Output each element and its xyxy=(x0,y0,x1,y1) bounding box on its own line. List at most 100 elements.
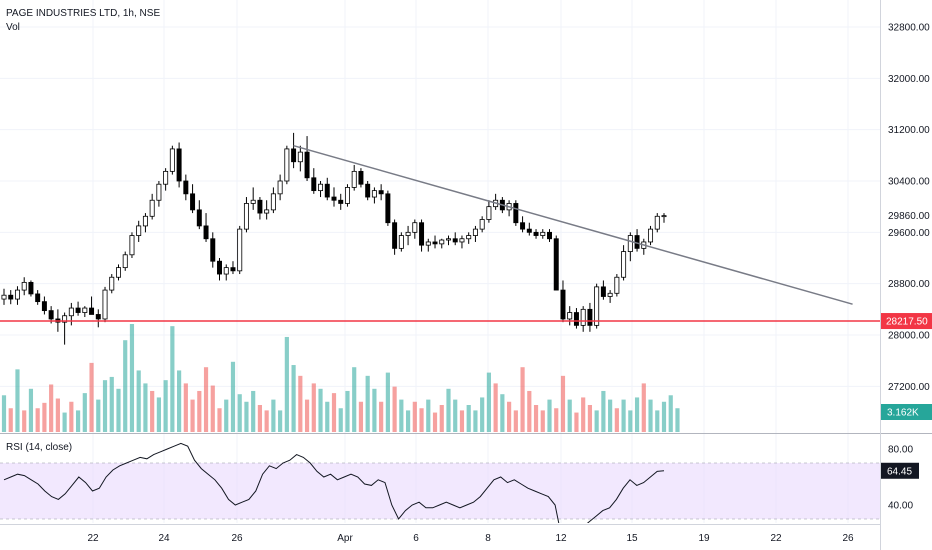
candle-body xyxy=(102,289,108,320)
volume-bar xyxy=(278,410,283,432)
candle-body xyxy=(156,183,162,201)
candle-body xyxy=(513,203,519,224)
time-tick-label: 8 xyxy=(485,533,491,544)
candle-body xyxy=(540,231,546,236)
volume-bar xyxy=(587,405,593,432)
volume-bar xyxy=(55,398,60,432)
volume-bar xyxy=(163,380,168,432)
axes: 32800.00 32000.00 31200.00 30400.00 29600.00… xyxy=(87,23,932,544)
candle-body xyxy=(89,307,95,315)
volume-bar xyxy=(284,336,289,432)
candle-body xyxy=(405,231,411,236)
price-tick-label: 28800.00 xyxy=(888,279,930,290)
candle-body xyxy=(190,193,196,211)
volume-bar xyxy=(675,408,680,432)
volume-bar xyxy=(533,405,539,432)
support-tag xyxy=(881,313,932,330)
candle-body xyxy=(129,235,135,256)
volume-bar xyxy=(426,399,431,432)
volume-bar xyxy=(156,397,161,432)
volume-tag xyxy=(881,404,932,420)
price-tick-label: 32800.00 xyxy=(888,23,930,34)
support-tag-label: 28217.50 xyxy=(886,317,928,328)
volume-bar xyxy=(379,401,384,432)
volume-bar xyxy=(560,375,566,432)
candle-body xyxy=(8,294,14,300)
candle-body xyxy=(412,222,418,233)
volume-bar xyxy=(358,401,364,432)
volume-bar xyxy=(614,408,619,432)
candle-body xyxy=(210,238,216,262)
candle-body xyxy=(621,251,627,278)
volume-bar xyxy=(621,399,626,432)
volume-bar xyxy=(372,388,377,432)
volume-bar xyxy=(210,385,215,432)
candle-body xyxy=(297,151,303,163)
candle-body xyxy=(607,292,613,297)
volume-bar xyxy=(244,401,249,432)
volume-bar xyxy=(439,405,444,432)
last-price-label: 29860.00 xyxy=(888,211,930,222)
volume-bar xyxy=(399,399,404,432)
candle-body xyxy=(553,238,559,291)
volume-bar xyxy=(49,384,54,432)
rsi-band xyxy=(0,463,880,519)
volume-bar xyxy=(412,401,417,432)
candle-body xyxy=(163,170,169,185)
candle-body xyxy=(75,307,81,313)
volume-bar xyxy=(554,408,559,432)
volume-bar xyxy=(251,390,256,432)
candle-body xyxy=(304,151,310,179)
volume-bar xyxy=(507,401,512,432)
volume-legend: Vol xyxy=(6,22,20,33)
volume-bar xyxy=(432,412,438,432)
volume-bar xyxy=(634,397,640,432)
candle-body xyxy=(270,193,276,211)
volume-bar xyxy=(331,393,337,432)
volume-bar xyxy=(177,370,182,432)
volume-bar xyxy=(136,370,141,432)
candle-body xyxy=(169,148,175,172)
candle-body xyxy=(264,209,270,214)
candle-body xyxy=(311,177,317,192)
candle-body xyxy=(109,276,115,291)
candle-body xyxy=(587,308,593,326)
candle-body xyxy=(344,187,350,204)
candle-body xyxy=(176,148,182,182)
trend-line xyxy=(293,144,853,305)
volume-bar xyxy=(123,340,128,432)
candle-body xyxy=(338,199,344,204)
candle-body xyxy=(486,206,492,220)
volume-bar xyxy=(224,399,229,432)
candle-body xyxy=(324,183,330,198)
candle-body xyxy=(230,267,236,272)
time-tick-label: 26 xyxy=(842,533,854,544)
volume-bar xyxy=(311,383,316,432)
candle-body xyxy=(627,235,633,252)
volume-bar xyxy=(527,390,532,432)
price-tick-label: 32000.00 xyxy=(888,74,930,85)
volume-bar xyxy=(473,410,478,432)
volume-bar xyxy=(419,408,424,432)
volume-bar xyxy=(668,395,673,432)
volume-bar xyxy=(304,399,310,432)
candle-body xyxy=(580,308,586,326)
volume-bar xyxy=(82,393,87,432)
volume-bar xyxy=(628,410,633,432)
volume-bar xyxy=(466,405,471,432)
candle-body xyxy=(196,209,202,227)
volume-bar xyxy=(574,412,579,432)
candle-body xyxy=(122,254,128,269)
candle-body xyxy=(82,307,88,313)
candle-body xyxy=(600,286,606,297)
candle-body xyxy=(594,286,600,326)
drawn-lines xyxy=(0,144,880,322)
candle-body xyxy=(560,289,566,320)
candle-body xyxy=(419,222,425,246)
candle-body xyxy=(183,180,189,195)
volume-bar xyxy=(170,326,175,432)
candle-body xyxy=(116,267,121,278)
volume-bar xyxy=(203,367,209,432)
